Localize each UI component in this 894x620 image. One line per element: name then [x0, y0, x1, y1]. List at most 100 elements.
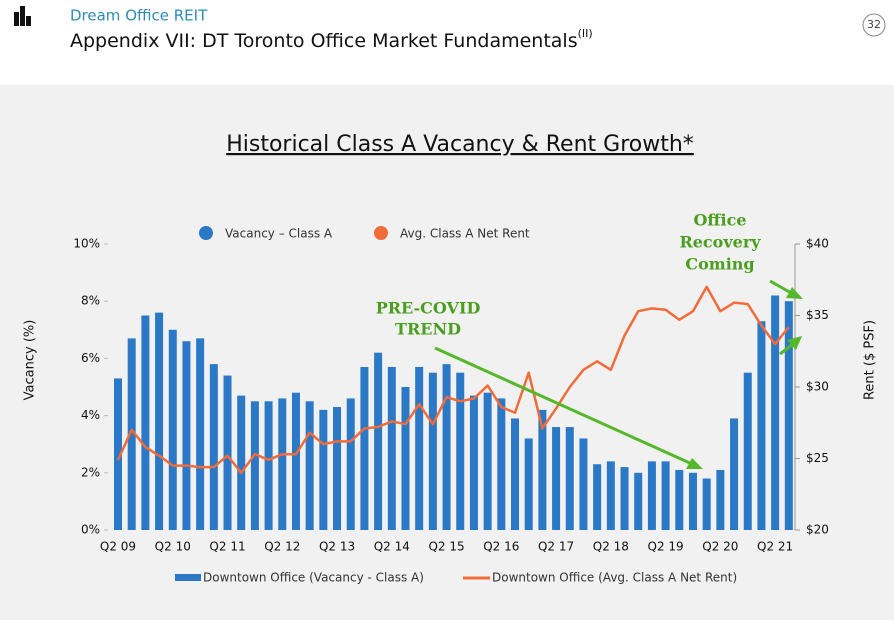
- x-tick-label: Q2 14: [374, 540, 410, 554]
- bar: [469, 395, 478, 530]
- bar: [524, 438, 533, 530]
- bar: [771, 295, 780, 530]
- page-number: 32: [867, 18, 881, 31]
- legend-label: Avg. Class A Net Rent: [400, 227, 530, 241]
- bar: [401, 387, 410, 530]
- bar: [360, 366, 369, 530]
- annotation: Coming: [685, 255, 754, 274]
- y2-tick-label: $40: [806, 237, 829, 251]
- bar: [291, 392, 300, 530]
- page-badge: [862, 13, 886, 37]
- bar: [209, 364, 218, 530]
- y2-tick-label: $20: [806, 523, 829, 537]
- x-tick-label: Q2 10: [155, 540, 191, 554]
- bar: [264, 401, 273, 530]
- bar: [620, 467, 629, 530]
- x-tick-label: Q2 18: [593, 540, 629, 554]
- x-tick-label: Q2 21: [757, 540, 793, 554]
- bar: [374, 352, 383, 530]
- bar: [278, 398, 287, 530]
- y-axis-title: Vacancy (%): [23, 320, 38, 401]
- annotation: TREND: [395, 320, 461, 339]
- x-tick-label: Q2 12: [264, 540, 300, 554]
- bar: [155, 312, 164, 530]
- legend-marker: [175, 574, 201, 581]
- bar: [114, 378, 122, 530]
- bar: [593, 464, 602, 530]
- rent-line: [116, 285, 790, 475]
- bar: [716, 469, 725, 530]
- bar: [606, 461, 615, 530]
- bar: [305, 401, 314, 530]
- y-tick-label: 4%: [81, 408, 100, 422]
- plot: 0% 2% 4% 6% 8% 10% $20 $25 $30 $35 $40 Q2 09 Q2 10 Q2…: [73, 226, 829, 585]
- chart-title: Historical Class A Vacancy & Rent Growth…: [226, 132, 694, 157]
- arrows: [434, 279, 803, 469]
- y2-tick-label: $30: [806, 380, 829, 394]
- bar: [196, 338, 205, 530]
- y-tick-label: 0%: [81, 523, 100, 537]
- bar: [237, 395, 246, 530]
- bar: [456, 372, 465, 530]
- bar: [565, 427, 574, 530]
- legend-label: Vacancy – Class A: [225, 227, 333, 241]
- bar: [223, 375, 232, 530]
- bar: [675, 469, 684, 530]
- bar: [634, 472, 643, 530]
- bar: [428, 372, 437, 530]
- annotation: Recovery: [679, 233, 761, 252]
- x-tick-label: Q2 20: [702, 540, 738, 554]
- bar: [127, 338, 136, 530]
- y-tick-label: 8%: [81, 294, 100, 308]
- x-tick-label: Q2 16: [483, 540, 519, 554]
- bar: [168, 329, 177, 530]
- legend-label: Downtown Office (Avg. Class A Net Rent): [492, 571, 737, 585]
- bar: [346, 398, 355, 530]
- x-tick-label: Q2 15: [428, 540, 464, 554]
- annotation: Office: [693, 211, 746, 230]
- bar: [661, 461, 670, 530]
- y-tick-label: 10%: [73, 237, 100, 251]
- x-tick-label: Q2 09: [100, 540, 136, 554]
- bar: [730, 418, 739, 530]
- bar: [552, 427, 561, 530]
- bar: [579, 438, 588, 530]
- bar: [415, 366, 424, 530]
- bar: [743, 372, 752, 530]
- slide-title-text: Appendix VII: DT Toronto Office Market F…: [70, 30, 578, 52]
- x-tick-label: Q2 19: [648, 540, 684, 554]
- slide-title: Appendix VII: DT Toronto Office Market F…: [70, 27, 593, 52]
- annotation: PRE-COVID: [376, 299, 481, 318]
- bar: [497, 398, 506, 530]
- x-tick-label: Q2 17: [538, 540, 574, 554]
- x-tick-label: Q2 13: [319, 540, 355, 554]
- superscript: (II): [578, 27, 593, 40]
- bar: [483, 392, 492, 530]
- header-bg: [0, 0, 894, 85]
- bar: [387, 366, 396, 530]
- bar: [757, 321, 766, 530]
- bar: [511, 418, 520, 530]
- bar: [647, 461, 656, 530]
- bar: [319, 409, 328, 530]
- logo: [14, 6, 31, 26]
- bar: [333, 407, 342, 530]
- y-tick-label: 6%: [81, 351, 100, 365]
- bar: [442, 364, 451, 530]
- legend-marker: [374, 226, 388, 240]
- y2-tick-label: $35: [806, 308, 829, 322]
- company-name: Dream Office REIT: [70, 7, 208, 25]
- y-tick-label: 2%: [81, 465, 100, 479]
- legend-label: Downtown Office (Vacancy - Class A): [203, 571, 424, 585]
- y2-tick-label: $25: [806, 451, 829, 465]
- bar: [141, 315, 150, 530]
- x-tick-label: Q2 11: [209, 540, 245, 554]
- bar: [688, 472, 697, 530]
- bar: [702, 478, 711, 530]
- bar: [250, 401, 259, 530]
- legend-marker: [199, 226, 213, 240]
- bar: [784, 301, 793, 530]
- bar: [538, 409, 547, 530]
